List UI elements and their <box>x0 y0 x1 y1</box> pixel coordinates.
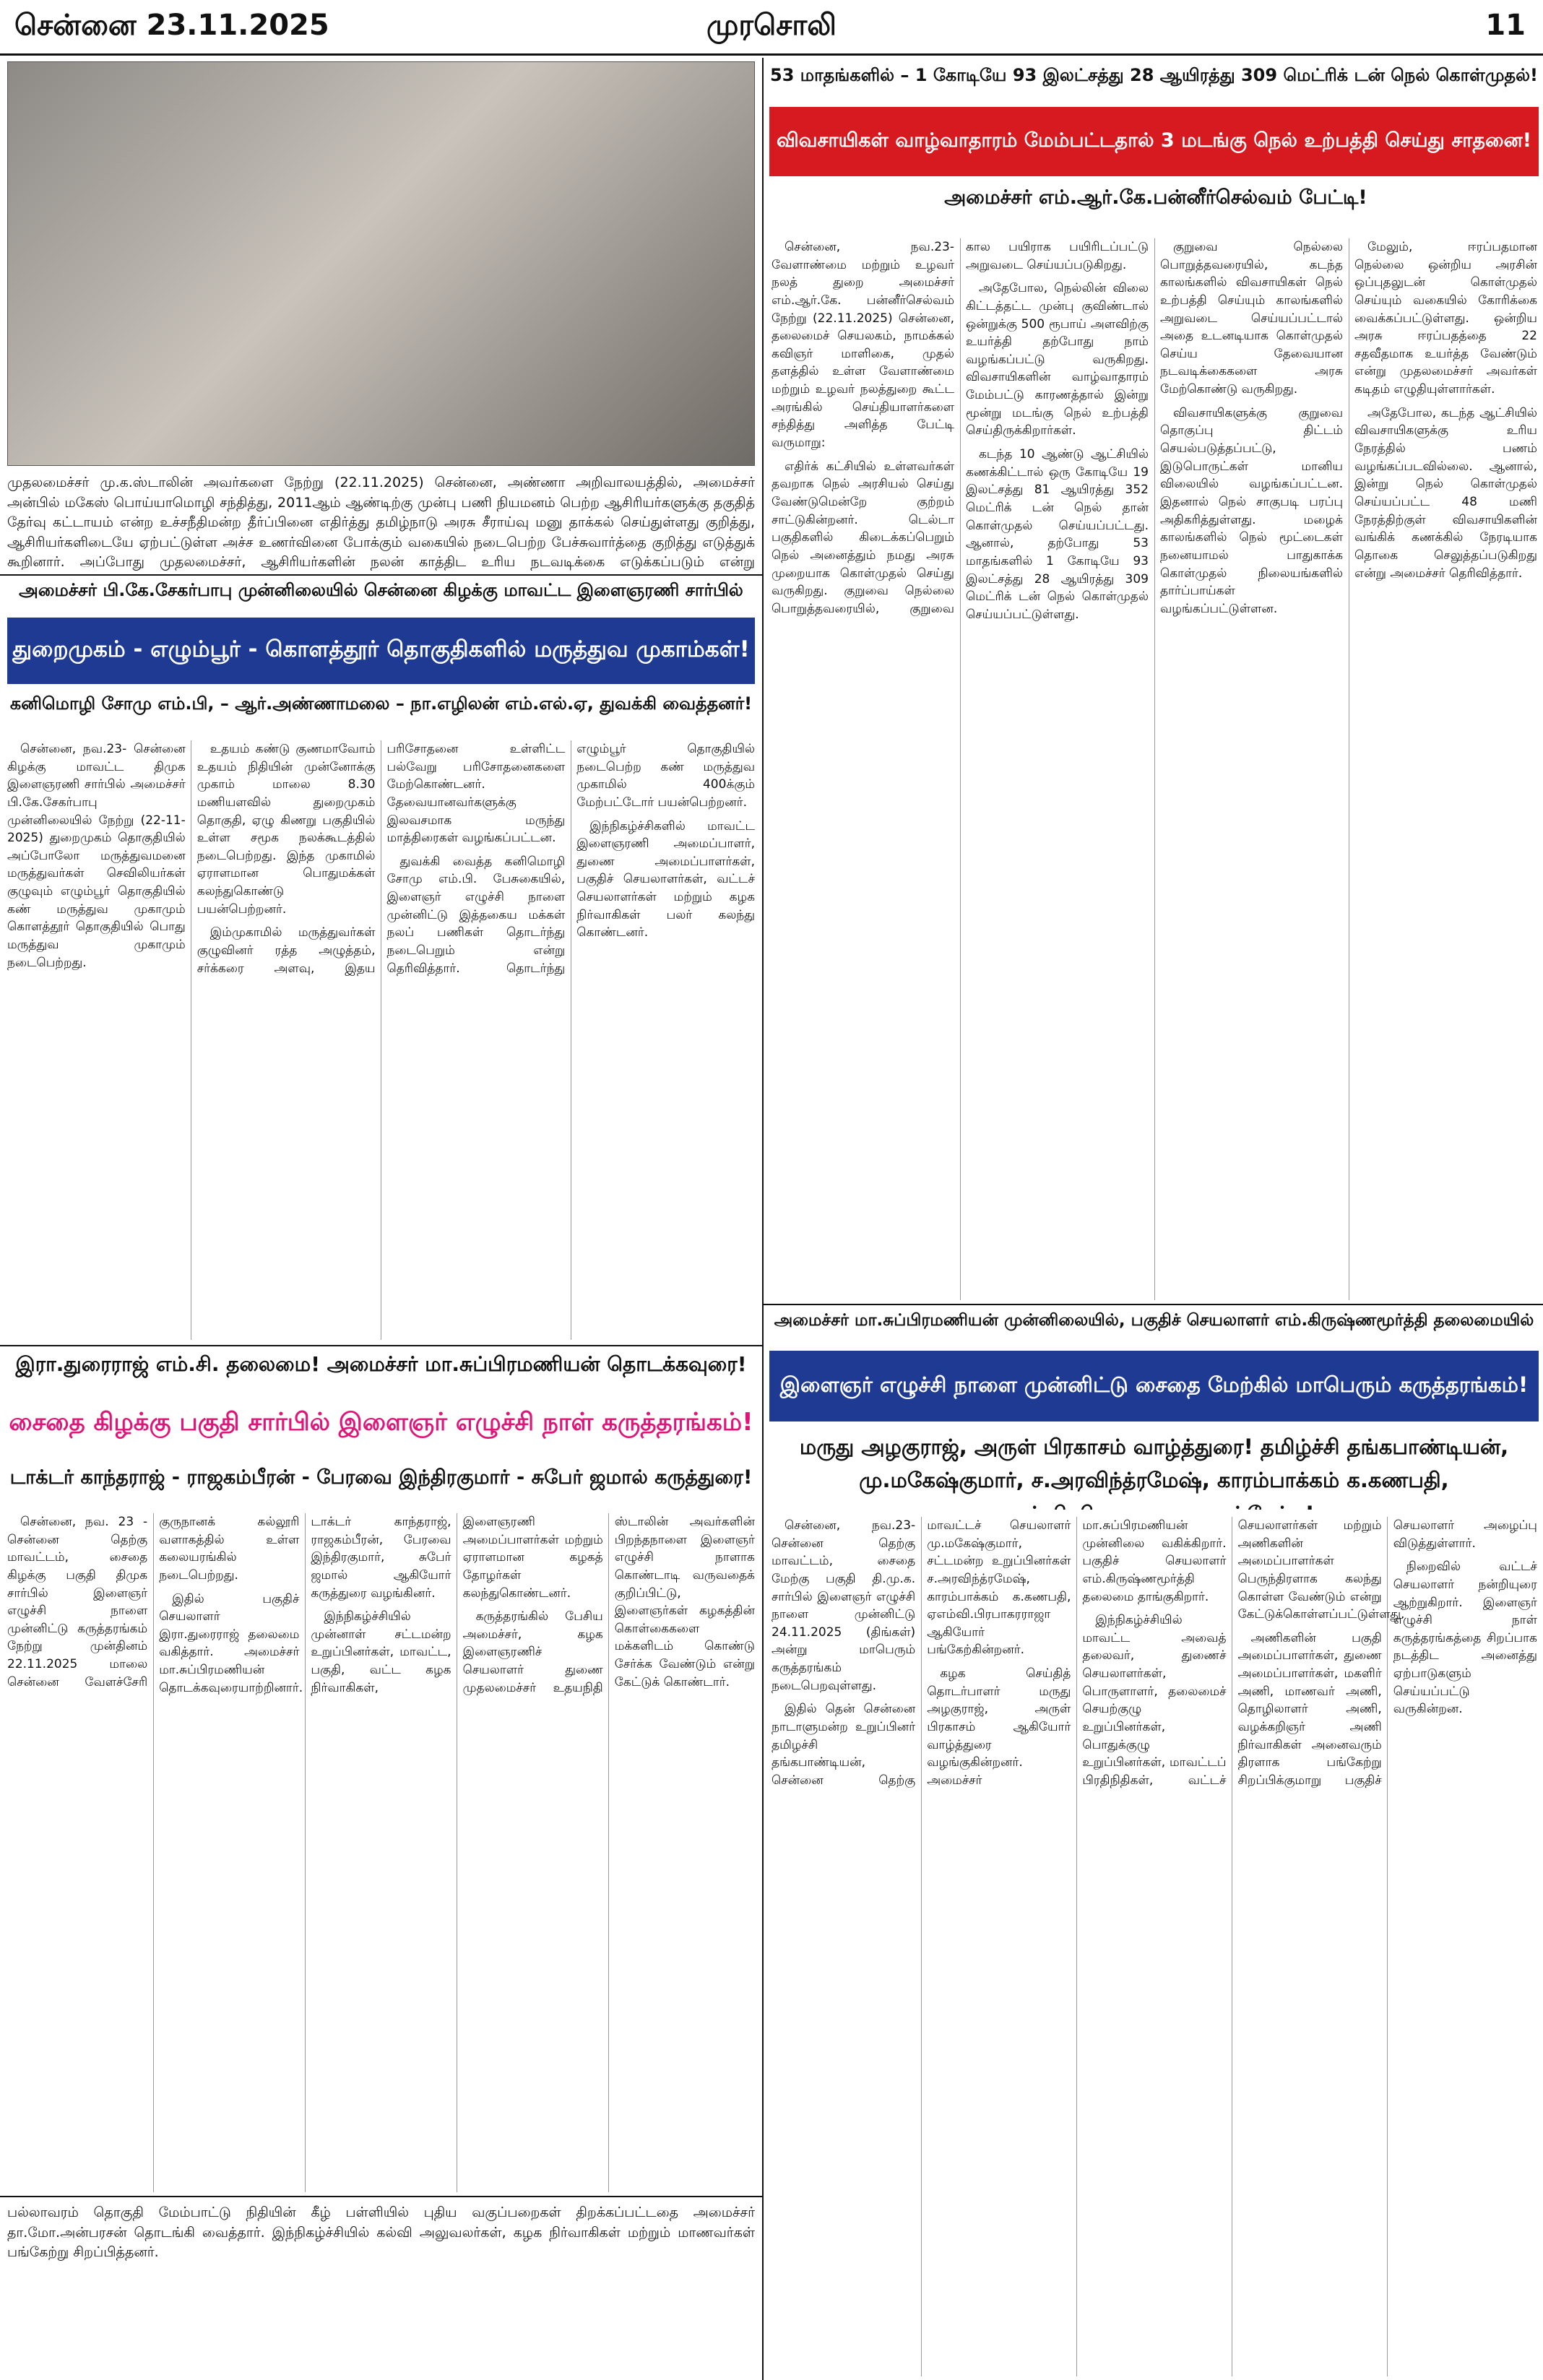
paragraph: அதேபோல, நெல்லின் விலை கிட்டத்தட்ட முன்பு… <box>966 281 1149 438</box>
paragraph: சென்னை, நவ. 23 - சென்னை தெற்கு மாவட்டம்,… <box>7 1515 300 1689</box>
paragraph: எதிர்க் கட்சியில் உள்ளவர்கள் தவறாக நெல் … <box>772 240 1149 616</box>
paddy-body: சென்னை, நவ.23- வேளாண்மை மற்றும் உழவர் நல… <box>772 238 1537 1300</box>
paragraph: இதில் பகுதிச் செயலாளர் இரா.துரைராஜ் தலைம… <box>159 1515 451 1695</box>
paragraph: மேலும், ஈரப்பதமான நெல்லை ஒன்றிய அரசின் ஒ… <box>1354 240 1537 397</box>
paddy-subhead: அமைச்சர் எம்.ஆர்.கே.பன்னீர்செல்வம் பேட்ட… <box>944 186 1367 209</box>
paragraph: கழக செய்தித் தொடர்பாளர் மருது அழகுராஜ், … <box>927 1518 1227 1788</box>
west-kicker: அமைச்சர் மா.சுப்பிரமணியன் முன்னிலையில், … <box>774 1311 1534 1330</box>
paragraph: இந்நிகழ்ச்சிகளில் மாவட்ட இளைஞரணி அமைப்பா… <box>576 818 755 940</box>
paragraph: கடந்த 10 ஆண்டு ஆட்சியில் கணக்கிட்டால் ஒர… <box>966 447 1149 622</box>
paragraph: இந்நிகழ்ச்சியில் மாவட்ட அவைத் தலைவர், து… <box>1082 1518 1405 1788</box>
header-rule <box>0 53 1543 56</box>
east-subhead: டாக்டர் காந்தராஜ் - ராஜகம்பீரன் - பேரவை … <box>9 1466 753 1489</box>
section-rule <box>0 574 762 576</box>
east-kicker: இரா.துரைராஜ் எம்.சி. தலைமை! அமைச்சர் மா.… <box>15 1352 747 1376</box>
paragraph: குறுவை நெல்லை பொறுத்தவரையில், கடந்த காலங… <box>1160 240 1343 397</box>
paddy-supertitle: 53 மாதங்களில் – 1 கோடியே 93 இலட்சத்து 28… <box>770 65 1538 85</box>
photo <box>7 61 755 466</box>
paragraph: இம்முகாமில் மருத்துவர்கள் குழுவினர் ரத்த… <box>196 742 566 976</box>
bottom-caption: பல்லாவரம் தொகுதி மேம்பாட்டு நிதியின் கீழ… <box>7 2204 755 2261</box>
paddy-headline: விவசாயிகள் வாழ்வாதாரம் மேம்பட்டதால் 3 மட… <box>769 107 1539 176</box>
section-rule <box>0 2196 762 2197</box>
photo-caption: முதலமைச்சர் மு.க.ஸ்டாலின் அவர்களை நேற்று… <box>7 475 755 571</box>
west-headline: இளைஞர் எழுச்சி நாளை முன்னிட்டு சைதை மேற்… <box>769 1351 1539 1421</box>
west-subhead: மருது அழகுராஜ், அருள் பிரகாசம் வாழ்த்துர… <box>799 1435 1509 1510</box>
paragraph: சென்னை, நவ.23- வேளாண்மை மற்றும் உழவர் நல… <box>772 240 954 451</box>
page-number: 11 <box>1485 9 1526 42</box>
paragraph: அணிகளின் பகுதி அமைப்பாளர்கள், துணை அமைப்… <box>1237 1518 1537 1788</box>
paragraph: இதில் தென் சென்னை நாடாளுமன்ற உறுப்பினர் … <box>772 1518 1071 1788</box>
paragraph: சென்னை, நவ.23- சென்னை கிழக்கு மாவட்ட திம… <box>7 742 186 970</box>
section-rule <box>0 1345 762 1346</box>
west-body: சென்னை, நவ.23- சென்னை தெற்கு மாவட்டம், ச… <box>772 1517 1537 2376</box>
east-body: சென்னை, நவ. 23 - சென்னை தெற்கு மாவட்டம்,… <box>7 1513 755 2192</box>
paper-name: முரசொலி <box>706 9 837 42</box>
date: சென்னை 23.11.2025 <box>14 9 329 42</box>
paragraph: விவசாயிகளுக்கு குறுவை தொகுப்பு திட்டம் ச… <box>1160 405 1343 616</box>
paragraph: இந்நிகழ்ச்சியில் முன்னாள் சட்டமன்ற உறுப்… <box>311 1515 603 1695</box>
medical-kicker: அமைச்சர் பி.கே.சேகர்பாபு முன்னிலையில் செ… <box>19 580 743 600</box>
east-headline: சைதை கிழக்கு பகுதி சார்பில் இளைஞர் எழுச்… <box>9 1408 753 1437</box>
paragraph: சென்னை, நவ.23- சென்னை தெற்கு மாவட்டம், ச… <box>772 1518 916 1693</box>
paragraph: நிறைவில் வட்டச் செயலாளர் நன்றியுரை ஆற்று… <box>1393 1559 1537 1717</box>
section-rule <box>762 1304 1543 1305</box>
paragraph: உதயம் கண்டு குணமாவோம் உதயம் நிதியின் முன… <box>196 742 376 917</box>
paragraph: கருத்தரங்கில் பேசிய அமைச்சர், கழக இளைஞரண… <box>462 1515 755 1695</box>
paragraph: அதேபோல, கடந்த ஆட்சியில் விவசாயிகளுக்கு உ… <box>1354 405 1537 581</box>
medical-body: சென்னை, நவ.23- சென்னை கிழக்கு மாவட்ட திம… <box>7 740 755 1340</box>
paragraph: துவக்கி வைத்த கனிமொழி சோமு எம்.பி. பேசுக… <box>386 742 756 976</box>
medical-headline: துறைமுகம் - எழும்பூர் - கொளத்தூர் தொகுதி… <box>7 618 755 684</box>
column-divider <box>762 58 764 2380</box>
medical-subhead: கனிமொழி சோமு எம்.பி, – ஆர்.அண்ணாமலை – நா… <box>9 693 753 714</box>
